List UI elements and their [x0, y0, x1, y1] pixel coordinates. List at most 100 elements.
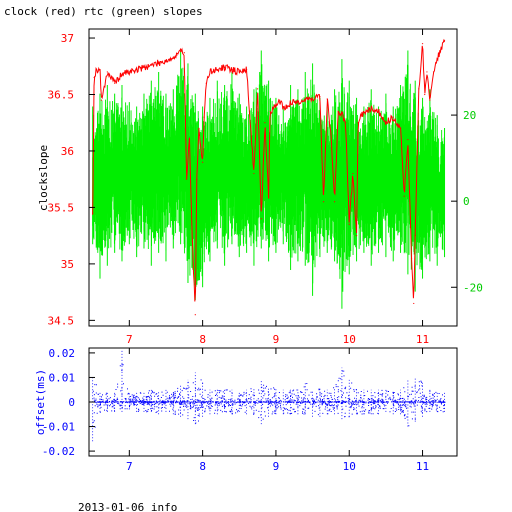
x-tick-label: 8: [199, 333, 206, 346]
clock-point: [352, 172, 354, 175]
clock-point: [326, 98, 328, 100]
slopes-frame: [88, 28, 458, 327]
clock-point: [202, 161, 204, 163]
clock-point: [421, 43, 424, 45]
clock-series: [92, 38, 446, 316]
offset-cloud: [92, 364, 446, 428]
slopes-x-axis: 7 8 9 10 11: [126, 29, 429, 346]
y-tick-label: 0.02: [49, 347, 76, 360]
clock-point: [106, 71, 108, 73]
clock-point: [407, 139, 409, 141]
clock-point: [253, 172, 255, 175]
clock-point: [436, 57, 438, 59]
clock-point: [278, 99, 281, 101]
clock-point: [348, 223, 350, 225]
clock-point: [282, 107, 284, 109]
clock-point: [275, 105, 277, 107]
clock-line: [92, 38, 446, 302]
x-tick-label: 9: [273, 460, 280, 473]
clock-point: [158, 62, 160, 64]
x-tick-label: 9: [273, 333, 280, 346]
clock-point: [341, 113, 343, 115]
clock-point: [426, 71, 428, 73]
clock-point: [413, 302, 415, 305]
clock-point: [194, 314, 196, 316]
clock-point: [121, 73, 123, 75]
clock-point: [304, 99, 306, 101]
y-tick-label: -0.01: [42, 421, 75, 434]
slopes-right-axis: -20 0 20: [451, 109, 483, 294]
y-tick-label: 36: [61, 145, 74, 158]
clock-point: [357, 122, 359, 124]
clock-point: [257, 88, 259, 90]
y-tick-label: 34.5: [48, 314, 75, 327]
clock-point: [363, 110, 365, 113]
clock-point: [231, 69, 233, 71]
clock-point: [196, 178, 198, 180]
y-tick-label: 35.5: [48, 201, 75, 214]
x-tick-label: 10: [343, 460, 356, 473]
clock-point: [183, 52, 185, 54]
clock-point: [424, 93, 426, 96]
clock-point: [337, 110, 339, 113]
offset-x-axis: 7 8 9 10 11: [126, 348, 429, 473]
offset-y-axis-label: offset(ms): [34, 369, 47, 435]
clock-point: [246, 69, 248, 71]
clock-point: [297, 100, 299, 102]
clock-point: [311, 97, 314, 99]
clock-point: [392, 116, 394, 118]
x-tick-label: 10: [343, 333, 356, 346]
offset-panel: 7 8 9 10 11 -0.02 -0.01 0 0.01 0.02 offset(ms): [34, 347, 458, 473]
clock-point: [260, 218, 262, 220]
clock-point: [216, 69, 218, 71]
y2-tick-label: 20: [463, 109, 476, 122]
y2-tick-label: 0: [463, 195, 470, 208]
clock-point: [92, 212, 94, 214]
y-tick-label: 37: [61, 32, 74, 45]
rtc-series: [92, 50, 446, 309]
footer-caption: 2013-01-06 info: [78, 501, 177, 512]
clock-point: [188, 139, 191, 141]
clock-point: [209, 71, 211, 73]
offset-series: [92, 350, 446, 442]
clock-point: [269, 110, 271, 113]
clock-point: [150, 64, 152, 66]
clock-point: [377, 110, 380, 113]
y-tick-label: 0: [68, 396, 75, 409]
clock-point: [399, 127, 402, 129]
clock-point: [443, 39, 446, 41]
clock-point: [136, 69, 138, 71]
clock-point: [440, 48, 442, 50]
y-tick-label: -0.02: [42, 445, 75, 458]
clock-point: [114, 82, 116, 84]
clock-point: [176, 54, 178, 56]
y-tick-label: 0.01: [49, 371, 76, 384]
clock-point: [410, 257, 413, 259]
clock-point: [95, 69, 97, 71]
slopes-panel: 7 8 9 10 11 34.5 35 35.5 36 36.5 37 -20 0 20 clocks…: [37, 28, 483, 346]
y-tick-label: 36.5: [48, 88, 75, 101]
clock-point: [414, 235, 416, 237]
clock-point: [432, 71, 435, 73]
x-tick-label: 8: [199, 460, 206, 473]
clock-point: [344, 122, 347, 124]
clock-point: [224, 66, 226, 68]
clock-point: [286, 105, 288, 107]
clock-point: [100, 99, 103, 101]
clock-point: [203, 116, 205, 118]
offset-y-axis: -0.02 -0.01 0 0.01 0.02: [42, 347, 95, 458]
clock-point: [355, 235, 358, 237]
y2-tick-label: -20: [463, 281, 483, 294]
x-tick-label: 7: [126, 460, 133, 473]
clock-point: [333, 201, 336, 203]
slopes-left-axis: 34.5 35 35.5 36 36.5 37: [48, 32, 95, 327]
clock-point: [289, 102, 292, 105]
clock-point: [128, 71, 130, 73]
clock-point: [418, 88, 420, 90]
clock-point: [143, 66, 145, 68]
clock-point: [268, 195, 270, 197]
clock-point: [99, 69, 101, 71]
clock-point: [264, 122, 266, 124]
clock-point: [370, 107, 372, 109]
